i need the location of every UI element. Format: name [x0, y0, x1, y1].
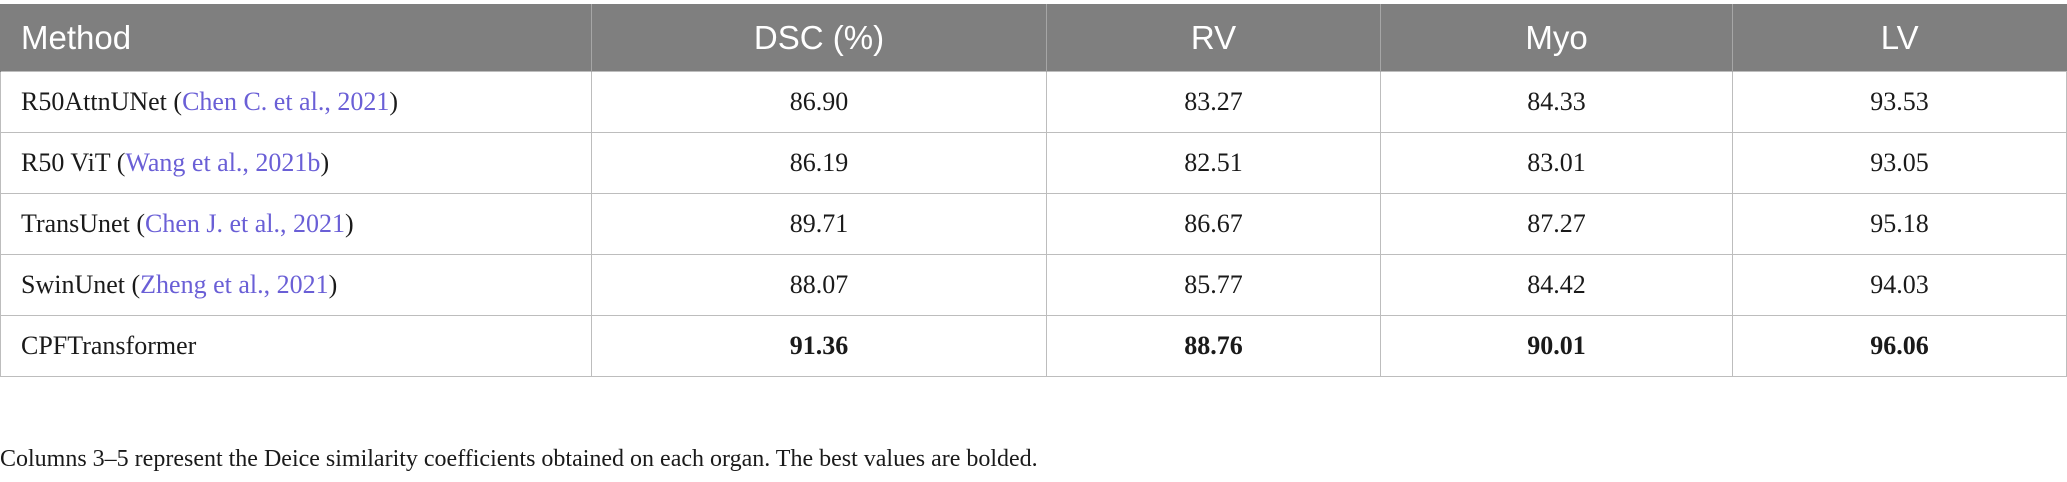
myo-cell-best: 90.01	[1380, 315, 1733, 377]
method-cell: CPFTransformer	[0, 315, 592, 377]
lv-cell: 93.53	[1732, 71, 2067, 133]
method-cell: TransUnet (Chen J. et al., 2021)	[0, 193, 592, 255]
table-row-best: CPFTransformer 91.36 88.76 90.01 96.06	[0, 315, 2067, 377]
myo-cell: 84.33	[1380, 71, 1733, 133]
results-table: Method DSC (%) RV Myo LV R50AttnUNet (Ch…	[0, 4, 2067, 377]
header-lv: LV	[1732, 4, 2067, 72]
method-cell: R50 ViT (Wang et al., 2021b)	[0, 132, 592, 194]
citation-link[interactable]: Chen J. et al., 2021	[145, 209, 346, 238]
lv-cell-best: 96.06	[1732, 315, 2067, 377]
header-method: Method	[0, 4, 592, 72]
rv-cell-best: 88.76	[1046, 315, 1381, 377]
myo-cell: 87.27	[1380, 193, 1733, 255]
method-name: SwinUnet	[21, 270, 125, 299]
lv-cell: 94.03	[1732, 254, 2067, 316]
dsc-cell: 88.07	[591, 254, 1047, 316]
rv-cell: 82.51	[1046, 132, 1381, 194]
dsc-cell: 86.90	[591, 71, 1047, 133]
dsc-cell: 86.19	[591, 132, 1047, 194]
table-footnote: Columns 3–5 represent the Deice similari…	[0, 446, 1038, 472]
citation-link[interactable]: Zheng et al., 2021	[140, 270, 329, 299]
method-name: R50AttnUNet	[21, 87, 167, 116]
method-cell: R50AttnUNet (Chen C. et al., 2021)	[0, 71, 592, 133]
table-row: R50 ViT (Wang et al., 2021b) 86.19 82.51…	[0, 132, 2067, 194]
header-rv: RV	[1046, 4, 1381, 72]
table-row: SwinUnet (Zheng et al., 2021) 88.07 85.7…	[0, 254, 2067, 316]
citation-link[interactable]: Chen C. et al., 2021	[182, 87, 390, 116]
myo-cell: 84.42	[1380, 254, 1733, 316]
header-dsc: DSC (%)	[591, 4, 1047, 72]
myo-cell: 83.01	[1380, 132, 1733, 194]
rv-cell: 83.27	[1046, 71, 1381, 133]
lv-cell: 95.18	[1732, 193, 2067, 255]
method-cell: SwinUnet (Zheng et al., 2021)	[0, 254, 592, 316]
rv-cell: 86.67	[1046, 193, 1381, 255]
citation-link[interactable]: Wang et al., 2021b	[125, 148, 321, 177]
lv-cell: 93.05	[1732, 132, 2067, 194]
dsc-cell-best: 91.36	[591, 315, 1047, 377]
header-myo: Myo	[1380, 4, 1733, 72]
results-table-container: Method DSC (%) RV Myo LV R50AttnUNet (Ch…	[0, 4, 2067, 377]
method-name: R50 ViT	[21, 148, 111, 177]
method-name: TransUnet	[21, 209, 130, 238]
table-row: R50AttnUNet (Chen C. et al., 2021) 86.90…	[0, 71, 2067, 133]
dsc-cell: 89.71	[591, 193, 1047, 255]
table-header-row: Method DSC (%) RV Myo LV	[0, 4, 2067, 72]
table-row: TransUnet (Chen J. et al., 2021) 89.71 8…	[0, 193, 2067, 255]
rv-cell: 85.77	[1046, 254, 1381, 316]
